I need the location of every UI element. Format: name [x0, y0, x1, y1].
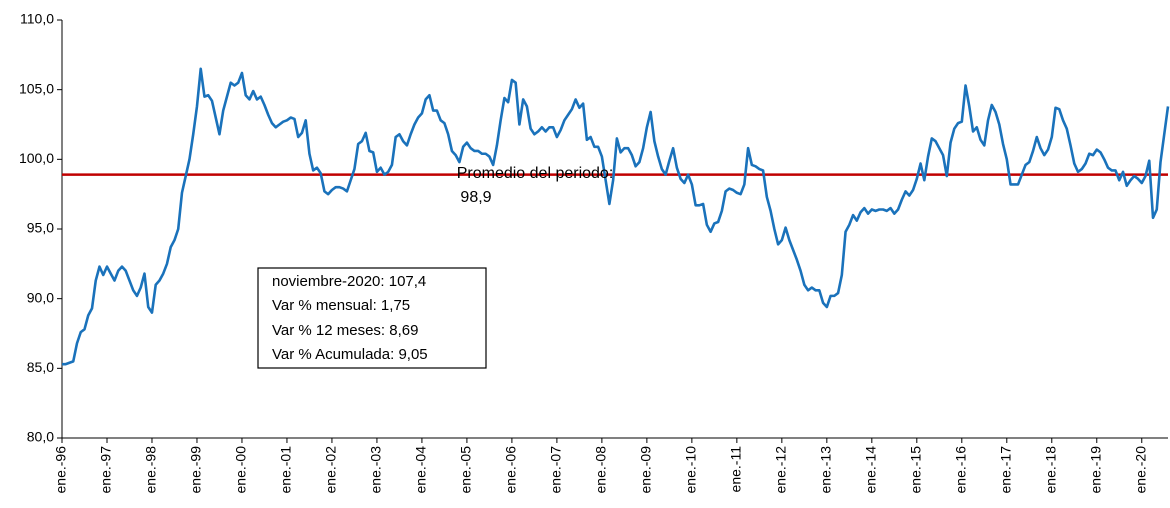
- x-tick-label: ene.-07: [548, 446, 564, 494]
- x-tick-label: ene.-09: [638, 446, 654, 494]
- x-tick-label: ene.-96: [53, 446, 69, 494]
- x-tick-label: ene.-02: [323, 446, 339, 494]
- x-tick-label: ene.-98: [143, 446, 159, 494]
- y-tick-label: 100,0: [19, 150, 54, 166]
- annotation-line: noviembre-2020: 107,4: [272, 273, 426, 290]
- reference-value-label: 98,9: [460, 189, 491, 206]
- x-tick-label: ene.-17: [997, 446, 1013, 494]
- annotation-line: Var % Acumulada: 9,05: [272, 346, 428, 363]
- reference-label: Promedio del periodo:: [457, 165, 614, 182]
- y-tick-label: 110,0: [20, 11, 54, 27]
- x-tick-label: ene.-99: [188, 446, 204, 494]
- x-tick-label: ene.-10: [683, 446, 699, 494]
- x-tick-label: ene.-00: [233, 446, 249, 494]
- y-tick-label: 105,0: [19, 80, 54, 96]
- x-tick-label: ene.-19: [1087, 446, 1103, 494]
- x-tick-label: ene.-20: [1132, 446, 1148, 494]
- x-tick-label: ene.-15: [908, 446, 924, 494]
- x-tick-label: ene.-03: [368, 446, 384, 494]
- x-tick-label: ene.-12: [773, 446, 789, 494]
- line-series: [62, 67, 1170, 366]
- x-tick-label: ene.-01: [278, 446, 294, 494]
- x-tick-label: ene.-13: [818, 446, 834, 494]
- y-tick-label: 95,0: [27, 220, 54, 236]
- x-tick-label: ene.-97: [98, 446, 114, 494]
- x-tick-label: ene.-04: [413, 446, 429, 494]
- annotation-line: Var % 12 meses: 8,69: [272, 322, 418, 339]
- annotation-box: [257, 267, 487, 369]
- x-tick-label: ene.-08: [593, 446, 609, 494]
- x-tick-label: ene.-14: [863, 446, 879, 494]
- x-tick-label: ene.-16: [952, 446, 968, 494]
- y-tick-label: 85,0: [27, 359, 54, 375]
- annotation-line: Var % mensual: 1,75: [272, 297, 410, 314]
- x-tick-label: ene.-05: [458, 446, 474, 494]
- x-tick-label: ene.-06: [503, 446, 519, 494]
- y-tick-label: 80,0: [27, 429, 54, 445]
- x-tick-label: ene.-11: [728, 446, 744, 493]
- y-tick-label: 90,0: [27, 289, 54, 305]
- x-tick-label: ene.-18: [1042, 446, 1058, 494]
